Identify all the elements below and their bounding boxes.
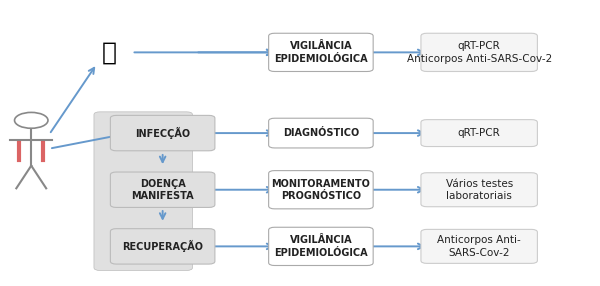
FancyBboxPatch shape [110,172,215,207]
FancyBboxPatch shape [421,120,538,146]
FancyBboxPatch shape [269,118,373,148]
FancyBboxPatch shape [94,112,193,271]
Text: RECUPERAÇÃO: RECUPERAÇÃO [122,240,203,253]
Text: qRT-PCR: qRT-PCR [458,128,500,138]
FancyBboxPatch shape [110,115,215,151]
Text: VIGILÂNCIA
EPIDEMIOLÓGICA: VIGILÂNCIA EPIDEMIOLÓGICA [274,41,368,63]
Text: VIGILÂNCIA
EPIDEMIOLÓGICA: VIGILÂNCIA EPIDEMIOLÓGICA [274,235,368,258]
Text: INFECÇÃO: INFECÇÃO [135,127,190,139]
FancyBboxPatch shape [421,229,538,263]
FancyBboxPatch shape [269,227,373,265]
Text: Vários testes
laboratoriais: Vários testes laboratoriais [446,178,513,201]
Text: 🦠: 🦠 [101,40,116,64]
Text: qRT-PCR
Anticorpos Anti-SARS-Cov-2: qRT-PCR Anticorpos Anti-SARS-Cov-2 [407,41,552,63]
Text: Anticorpos Anti-
SARS-Cov-2: Anticorpos Anti- SARS-Cov-2 [437,235,521,258]
Text: DOENÇA
MANIFESTA: DOENÇA MANIFESTA [131,178,194,201]
FancyBboxPatch shape [421,173,538,207]
FancyBboxPatch shape [110,229,215,264]
FancyBboxPatch shape [421,33,538,72]
Text: DIAGNÓSTICO: DIAGNÓSTICO [283,128,359,138]
FancyBboxPatch shape [269,33,373,72]
FancyBboxPatch shape [269,171,373,209]
Text: MONITORAMENTO
PROGNÓSTICO: MONITORAMENTO PROGNÓSTICO [271,178,370,201]
